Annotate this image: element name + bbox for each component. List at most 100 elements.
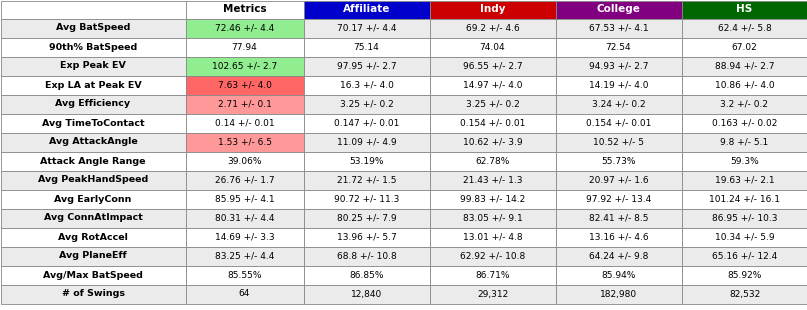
Text: Avg PlaneEff: Avg PlaneEff [59, 251, 127, 260]
Text: 85.55%: 85.55% [228, 271, 261, 280]
Text: 3.25 +/- 0.2: 3.25 +/- 0.2 [466, 100, 520, 108]
Text: Avg Efficiency: Avg Efficiency [56, 100, 131, 108]
Text: 16.3 +/- 4.0: 16.3 +/- 4.0 [340, 81, 394, 90]
Bar [303, 285, 429, 303]
Text: Indy: Indy [479, 5, 505, 15]
Text: 26.76 +/- 1.7: 26.76 +/- 1.7 [215, 175, 274, 184]
Text: 70.17 +/- 4.4: 70.17 +/- 4.4 [337, 24, 396, 33]
Text: 20.97 +/- 1.6: 20.97 +/- 1.6 [588, 175, 648, 184]
Bar [429, 76, 555, 95]
Bar [429, 265, 555, 285]
Bar [681, 152, 807, 171]
Text: 64.24 +/- 9.8: 64.24 +/- 9.8 [589, 251, 648, 260]
Bar [303, 1, 429, 19]
Text: 83.25 +/- 4.4: 83.25 +/- 4.4 [215, 251, 274, 260]
Bar [429, 189, 555, 209]
Bar [1, 132, 186, 152]
Bar [681, 265, 807, 285]
Bar [429, 1, 555, 19]
Bar [303, 132, 429, 152]
Bar [555, 285, 681, 303]
Text: Attack Angle Range: Attack Angle Range [40, 157, 146, 166]
Text: 64: 64 [239, 290, 250, 299]
Bar [555, 246, 681, 265]
Bar [555, 170, 681, 189]
Text: Exp LA at Peak EV: Exp LA at Peak EV [44, 81, 141, 90]
Bar [555, 209, 681, 228]
Bar [186, 152, 303, 171]
Bar [303, 265, 429, 285]
Text: 10.62 +/- 3.9: 10.62 +/- 3.9 [462, 138, 522, 147]
Bar [1, 38, 186, 56]
Bar [1, 113, 186, 132]
Text: 0.147 +/- 0.01: 0.147 +/- 0.01 [334, 118, 399, 127]
Bar [186, 228, 303, 246]
Bar [429, 170, 555, 189]
Text: 74.04: 74.04 [479, 42, 505, 51]
Bar [681, 1, 807, 19]
Text: 90.72 +/- 11.3: 90.72 +/- 11.3 [334, 194, 399, 203]
Bar [429, 113, 555, 132]
Text: 1.53 +/- 6.5: 1.53 +/- 6.5 [218, 138, 271, 147]
Text: 69.2 +/- 4.6: 69.2 +/- 4.6 [466, 24, 520, 33]
Text: 182,980: 182,980 [600, 290, 637, 299]
Bar [681, 19, 807, 38]
Text: 0.163 +/- 0.02: 0.163 +/- 0.02 [712, 118, 777, 127]
Bar [186, 170, 303, 189]
Bar [1, 246, 186, 265]
Bar [186, 189, 303, 209]
Text: 21.72 +/- 1.5: 21.72 +/- 1.5 [337, 175, 396, 184]
Bar [681, 246, 807, 265]
Text: 10.34 +/- 5.9: 10.34 +/- 5.9 [715, 232, 774, 241]
Bar [186, 246, 303, 265]
Bar [555, 56, 681, 76]
Text: 21.43 +/- 1.3: 21.43 +/- 1.3 [462, 175, 522, 184]
Bar [555, 38, 681, 56]
Bar [555, 95, 681, 113]
Text: # of Swings: # of Swings [61, 290, 124, 299]
Bar [303, 76, 429, 95]
Text: 72.46 +/- 4.4: 72.46 +/- 4.4 [215, 24, 274, 33]
Text: 86.71%: 86.71% [475, 271, 510, 280]
Text: 14.19 +/- 4.0: 14.19 +/- 4.0 [589, 81, 648, 90]
Bar [681, 209, 807, 228]
Bar [1, 189, 186, 209]
Text: 53.19%: 53.19% [349, 157, 384, 166]
Bar [1, 285, 186, 303]
Text: 3.2 +/- 0.2: 3.2 +/- 0.2 [721, 100, 768, 108]
Text: 14.69 +/- 3.3: 14.69 +/- 3.3 [215, 232, 274, 241]
Text: 13.16 +/- 4.6: 13.16 +/- 4.6 [588, 232, 648, 241]
Bar [1, 56, 186, 76]
Bar [555, 113, 681, 132]
Text: 67.02: 67.02 [732, 42, 758, 51]
Text: 75.14: 75.14 [353, 42, 379, 51]
Text: 62.78%: 62.78% [475, 157, 510, 166]
Bar [429, 285, 555, 303]
Bar [429, 246, 555, 265]
Text: 85.95 +/- 4.1: 85.95 +/- 4.1 [215, 194, 274, 203]
Bar [1, 265, 186, 285]
Bar [681, 56, 807, 76]
Text: 62.92 +/- 10.8: 62.92 +/- 10.8 [460, 251, 525, 260]
Bar [555, 189, 681, 209]
Text: Avg ConnAtImpact: Avg ConnAtImpact [44, 214, 143, 223]
Text: 7.63 +/- 4.0: 7.63 +/- 4.0 [218, 81, 271, 90]
Text: Affiliate: Affiliate [343, 5, 391, 15]
Bar [303, 170, 429, 189]
Bar [303, 189, 429, 209]
Text: 14.97 +/- 4.0: 14.97 +/- 4.0 [462, 81, 522, 90]
Bar [681, 76, 807, 95]
Bar [1, 76, 186, 95]
Text: 86.85%: 86.85% [349, 271, 384, 280]
Text: 55.73%: 55.73% [601, 157, 636, 166]
Bar [429, 152, 555, 171]
Bar [186, 113, 303, 132]
Bar [555, 228, 681, 246]
Text: Avg/Max BatSpeed: Avg/Max BatSpeed [43, 271, 143, 280]
Bar [681, 170, 807, 189]
Text: 67.53 +/- 4.1: 67.53 +/- 4.1 [588, 24, 648, 33]
Text: 83.05 +/- 9.1: 83.05 +/- 9.1 [462, 214, 522, 223]
Text: 101.24 +/- 16.1: 101.24 +/- 16.1 [709, 194, 780, 203]
Bar [681, 113, 807, 132]
Text: 0.154 +/- 0.01: 0.154 +/- 0.01 [460, 118, 525, 127]
